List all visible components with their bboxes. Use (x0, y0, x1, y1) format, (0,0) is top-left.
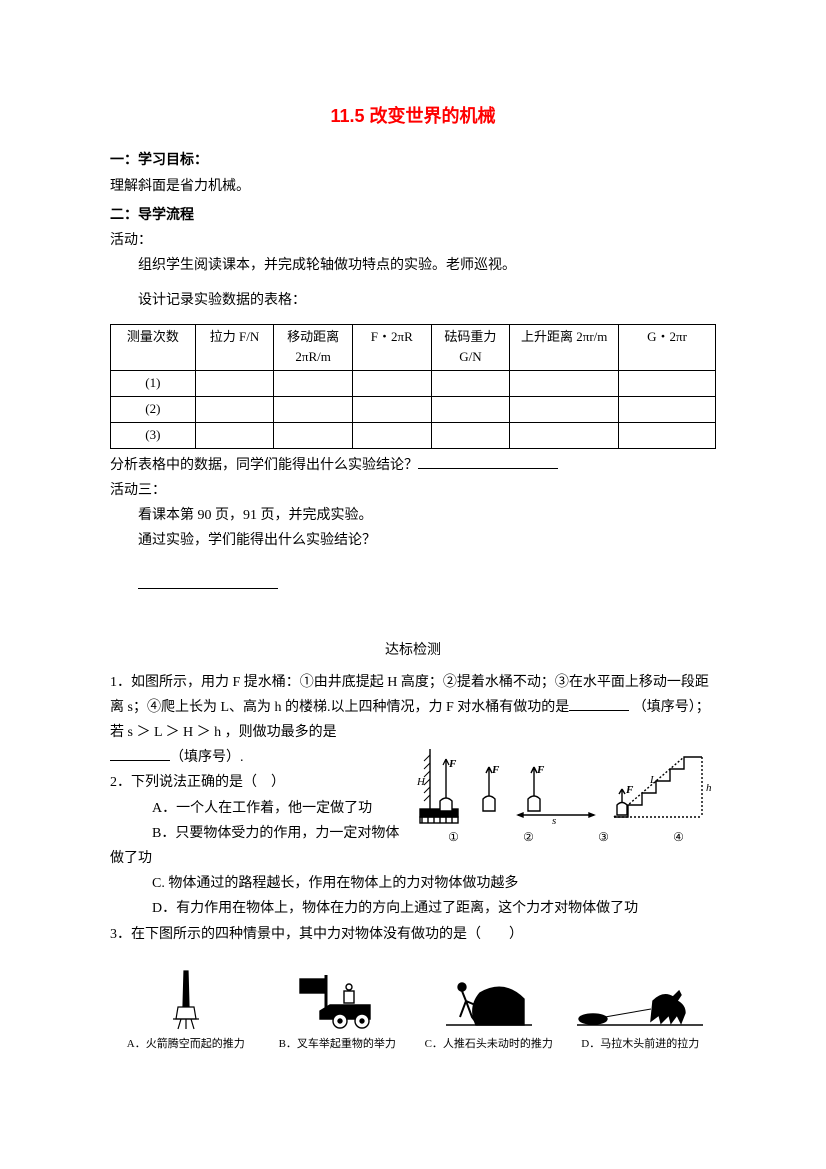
table-row: (1) (111, 371, 716, 397)
page-title: 11.5 改变世界的机械 (110, 100, 716, 132)
blank-line (418, 455, 558, 469)
svg-text:F: F (625, 784, 634, 796)
table-header-row: 测量次数 拉力 F/N 移动距离 2πR/m F・2πR 砝码重力 G/N 上升… (111, 324, 716, 371)
svg-text:s: s (552, 815, 556, 825)
activity3-label: 活动三： (110, 478, 716, 503)
fig-label-3: ③ (566, 827, 641, 849)
q3-caption-c: C．人推石头未动时的推力 (413, 1035, 565, 1055)
th-col7: G・2πr (647, 329, 687, 344)
q2-option-d: D．有力作用在物体上，物体在力的方向上通过了距离，这个力才对物体做了功 (110, 896, 716, 921)
diagram-hold-icon: F (472, 749, 506, 825)
activity-label: 活动： (110, 228, 716, 253)
activity3-line2: 通过实验，学们能得出什么实验结论？ (110, 528, 716, 553)
activity-line1: 组织学生阅读课本，并完成轮轴做功特点的实验。老师巡视。 (110, 253, 716, 278)
question-1: 1．如图所示，用力 F 提水桶：①由井底提起 H 高度；②提着水桶不动；③在水平… (110, 670, 716, 746)
test-title: 达标检测 (110, 638, 716, 663)
diagram-well-icon: H F (416, 749, 462, 825)
q3-caption-row: A．火箭腾空而起的推力 B．叉车举起重物的举力 C．人推石头未动时的推力 D．马… (110, 1035, 716, 1055)
push-rock-icon (444, 975, 534, 1031)
svg-text:h: h (706, 782, 712, 794)
q1-text-3: （填序号）. (170, 750, 244, 765)
horse-pull-icon (575, 981, 705, 1031)
th-col1: 测量次数 (127, 329, 179, 344)
svg-text:L: L (649, 774, 656, 786)
rocket-icon (161, 965, 211, 1031)
th-col4: F・2πR (371, 329, 413, 344)
table-row: (2) (111, 396, 716, 422)
blank-line (110, 747, 170, 761)
q2-option-c: C. 物体通过的路程越长，作用在物体上的力对物体做功越多 (110, 871, 716, 896)
q3-caption-d: D．马拉木头前进的拉力 (565, 1035, 717, 1055)
row-label: (2) (111, 396, 196, 422)
th-col2: 拉力 F/N (210, 329, 259, 344)
svg-text:H: H (416, 776, 426, 788)
svg-text:F: F (491, 764, 500, 776)
q3-image-row (110, 961, 716, 1031)
diagram-horizontal-icon: F s (516, 749, 596, 825)
table-row: (3) (111, 422, 716, 448)
row-label: (1) (111, 371, 196, 397)
analysis-text: 分析表格中的数据，同学们能得出什么实验结论？ (110, 453, 716, 478)
section1-label: 一：学习目标： (110, 148, 716, 173)
activity-line2: 设计记录实验数据的表格： (110, 288, 716, 313)
q1-figure: H F F F s (416, 747, 716, 849)
experiment-table: 测量次数 拉力 F/N 移动距离 2πR/m F・2πR 砝码重力 G/N 上升… (110, 324, 716, 449)
activity3-line1: 看课本第 90 页，91 页，并完成实验。 (110, 503, 716, 528)
diagram-stairs-icon: F L h (606, 749, 716, 825)
blank-line (138, 575, 278, 589)
q3-caption-a: A．火箭腾空而起的推力 (110, 1035, 262, 1055)
fig-label-1: ① (416, 827, 491, 849)
section2-label: 二：导学流程 (110, 203, 716, 228)
section1-text: 理解斜面是省力机械。 (110, 174, 716, 199)
row-label: (3) (111, 422, 196, 448)
blank-line (569, 697, 629, 711)
q3-caption-b: B．叉车举起重物的举力 (262, 1035, 414, 1055)
analysis-label: 分析表格中的数据，同学们能得出什么实验结论？ (110, 458, 418, 473)
th-col3: 移动距离 2πR/m (287, 329, 339, 365)
question-3-stem: 3．在下图所示的四种情景中，其中力对物体没有做功的是（ ） (110, 922, 716, 947)
fig-label-4: ④ (641, 827, 716, 849)
svg-text:F: F (536, 764, 545, 776)
th-col5: 砝码重力 G/N (444, 329, 496, 365)
svg-text:F: F (448, 758, 457, 770)
forklift-icon (292, 971, 382, 1031)
fig-label-2: ② (491, 827, 566, 849)
th-col6: 上升距离 2πr/m (521, 329, 607, 344)
